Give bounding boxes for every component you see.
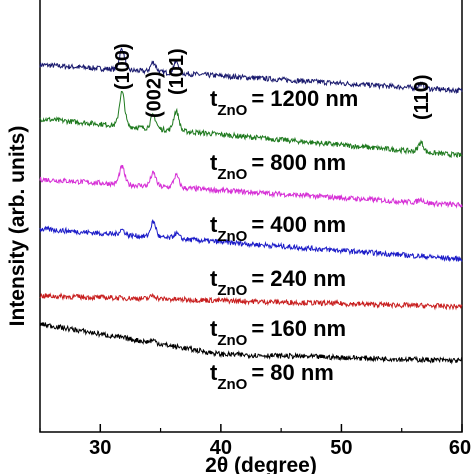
peak-label-3: (110): [411, 74, 433, 120]
series-line-3: [39, 219, 463, 263]
series-line-0: [39, 47, 463, 95]
series-label-5: tZnO = 80 nm: [210, 360, 334, 393]
series-line-5: [39, 322, 463, 365]
peak-label-1: (002): [143, 71, 165, 118]
x-tick-label-0: 30: [89, 437, 111, 459]
series-line-2: [39, 164, 463, 209]
series-label-1: tZnO = 800 nm: [210, 150, 346, 183]
series-line-1: [39, 91, 463, 159]
x-tick-label-1: 40: [210, 437, 232, 459]
y-axis-label: Intensity (arb. units): [6, 126, 29, 327]
series-label-0: tZnO = 1200 nm: [210, 86, 358, 119]
series-label-2: tZnO = 400 nm: [210, 212, 346, 245]
plot-frame: [39, 0, 463, 433]
x-tick-label-2: 50: [330, 437, 352, 459]
series-label-3: tZnO = 240 nm: [210, 266, 346, 299]
peak-label-0: (100): [112, 43, 134, 90]
peak-label-2: (101): [166, 48, 188, 95]
x-axis-label: 2θ (degree): [205, 454, 317, 474]
x-tick-label-3: 60: [449, 437, 471, 459]
series-line-4: [39, 292, 463, 311]
series-label-4: tZnO = 160 nm: [210, 316, 346, 349]
